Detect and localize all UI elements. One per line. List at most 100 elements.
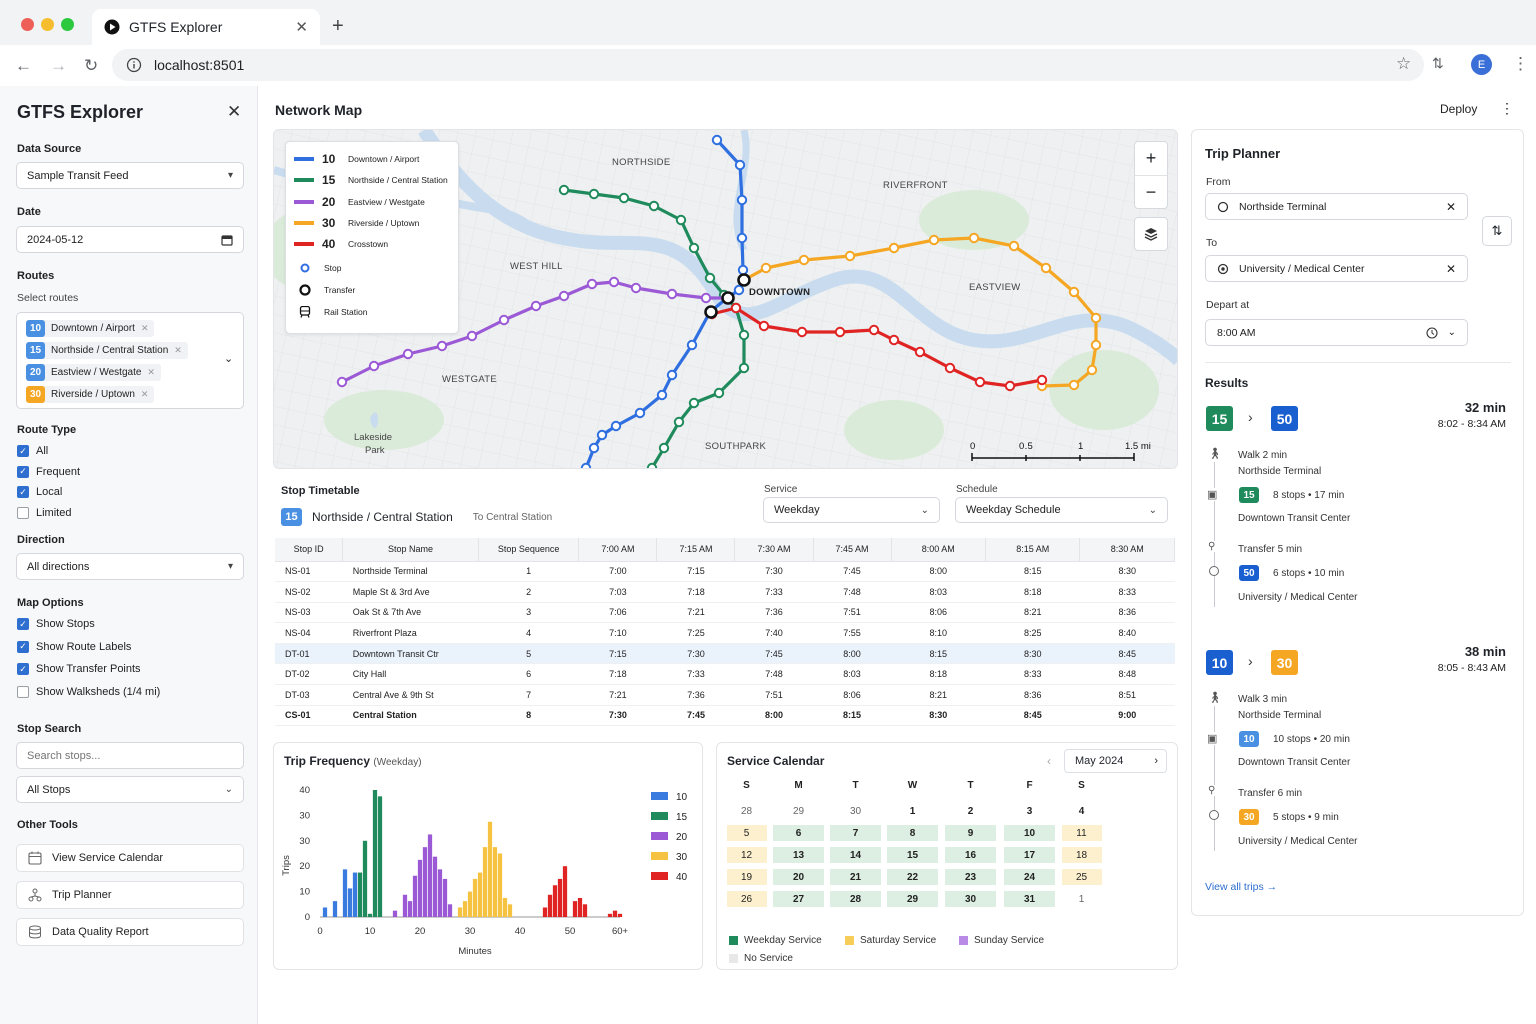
checkbox-option[interactable]: ✓ Local [17,486,62,498]
checkbox-option[interactable]: ✓ Frequent [17,465,80,478]
table-row[interactable]: NS-04 Riverfront Plaza 4 7:10 7:25 7:40 7:55 8:… [275,622,1175,644]
translate-icon[interactable]: ⇅ [1432,55,1444,71]
stop-marker[interactable] [928,234,940,246]
column-header[interactable]: Stop ID [275,538,344,562]
route-chip[interactable]: 30 Riverside / Uptown ✕ [26,386,155,403]
chevron-down-icon[interactable]: ⌄ [1447,327,1456,338]
stop-marker[interactable] [498,314,510,326]
view-service-calendar-button[interactable]: View Service Calendar [16,844,244,872]
column-header[interactable]: 8:15 AM [985,538,1081,562]
calendar-day[interactable]: 14 [830,847,881,863]
stop-marker[interactable] [1086,364,1098,376]
stop-marker[interactable] [688,397,700,409]
table-row[interactable]: DT-03 Central Ave & 9th St 7 7:21 7:36 7:51 8:… [275,684,1175,706]
layers-button[interactable] [1134,217,1168,251]
calendar-day[interactable]: 3 [1026,805,1033,817]
table-row[interactable]: DT-01 Downtown Transit Ctr 5 7:15 7:30 7:45 8:… [275,643,1175,665]
bar[interactable] [377,796,383,917]
stop-marker[interactable] [666,369,678,381]
direction-select[interactable]: All directions ▾ [16,553,244,580]
stop-marker[interactable] [1036,374,1048,386]
column-header[interactable]: 7:30 AM [734,538,814,562]
bar[interactable] [462,901,468,917]
bar[interactable] [612,910,618,917]
stop-marker[interactable] [588,442,600,454]
calendar-day[interactable]: 28 [830,891,881,907]
checkbox-option[interactable]: ✓ All [17,445,48,457]
stop-marker[interactable] [646,462,658,469]
transfer-marker[interactable] [704,305,718,319]
calendar-day[interactable]: 29 [887,891,938,907]
stop-marker[interactable] [558,184,570,196]
calendar-day[interactable]: 19 [726,869,767,885]
calendar-day[interactable]: 5 [726,825,767,841]
checkbox-empty-icon[interactable] [17,685,29,698]
bar[interactable] [607,913,613,917]
transfer-marker[interactable] [721,291,735,305]
bar[interactable] [467,891,473,917]
date-input[interactable]: 2024-05-12 [16,226,244,253]
bar[interactable] [367,913,373,917]
calendar-day[interactable]: 16 [945,847,996,863]
calendar-day[interactable]: 8 [887,825,938,841]
reload-icon[interactable]: ↻ [84,56,99,75]
calendar-day[interactable]: 9 [945,825,996,841]
stop-marker[interactable] [914,346,926,358]
bar[interactable] [547,894,553,917]
calendar-day[interactable]: 30 [849,805,862,817]
calendar-day[interactable]: 4 [1078,805,1085,817]
bar[interactable] [372,790,378,917]
stop-marker[interactable] [630,282,642,294]
route-chip[interactable]: 15 Northside / Central Station ✕ [26,342,188,359]
trip-result[interactable]: 10 › 30 38 min 8:05 - 8:43 AM 🚶︎ Walk 3 min Nor… [1192,644,1525,864]
calendar-day[interactable]: 13 [773,847,824,863]
column-header[interactable]: Stop Sequence [478,538,580,562]
route-chip[interactable]: 20 Eastview / Westgate ✕ [26,364,161,381]
stop-marker[interactable] [368,360,380,372]
column-header[interactable]: 8:30 AM [1079,538,1175,562]
calendar-day[interactable]: 29 [792,805,805,817]
checkbox-checked-icon[interactable]: ✓ [17,640,29,653]
route-chip[interactable]: 10 Downtown / Airport ✕ [26,320,155,337]
bar[interactable] [442,878,448,917]
bar[interactable] [422,847,428,917]
bar[interactable] [392,910,398,917]
calendar-day[interactable]: 18 [1061,847,1102,863]
bar[interactable] [487,821,493,917]
stop-marker[interactable] [1008,240,1020,252]
bar[interactable] [447,904,453,917]
stop-marker[interactable] [634,407,646,419]
calendar-day[interactable]: 15 [887,847,938,863]
service-select[interactable]: Weekday ⌄ [763,497,940,523]
column-header[interactable]: 7:15 AM [656,538,736,562]
calendar-day[interactable]: 2 [967,805,974,817]
calendar-day[interactable]: 24 [1004,869,1055,885]
trip-result[interactable]: 15 › 50 32 min 8:02 - 8:34 AM 🚶︎ Walk 2 min Nor… [1192,400,1525,620]
route-line[interactable] [584,138,745,468]
bar[interactable] [402,894,408,917]
bar[interactable] [562,866,568,917]
bar[interactable] [432,856,438,917]
stop-marker[interactable] [530,300,542,312]
checkbox-checked-icon[interactable]: ✓ [17,486,29,498]
bar[interactable] [347,888,353,917]
table-row[interactable]: NS-02 Maple St & 3rd Ave 2 7:03 7:18 7:33 7:48… [275,581,1175,603]
bar[interactable] [342,869,348,917]
stop-marker[interactable] [730,302,742,314]
close-sidebar-icon[interactable]: ✕ [227,102,242,121]
zoom-in-button[interactable]: + [1135,142,1167,176]
maximize-window-button[interactable] [61,18,74,31]
checkbox-empty-icon[interactable] [17,506,29,519]
checkbox-checked-icon[interactable]: ✓ [17,663,29,675]
bar[interactable] [502,897,508,917]
stop-marker[interactable] [974,376,986,388]
remove-chip-icon[interactable]: ✕ [174,345,182,355]
calendar-day[interactable]: 28 [740,805,753,817]
calendar-day[interactable]: 31 [1004,891,1055,907]
stop-marker[interactable] [738,362,750,374]
calendar-day[interactable]: 27 [773,891,824,907]
stop-marker[interactable] [834,326,846,338]
table-row[interactable]: DT-02 City Hall 6 7:18 7:33 7:48 8:03 8:18 8:33 8… [275,663,1175,686]
profile-avatar[interactable]: E [1471,54,1492,75]
bar[interactable] [572,901,578,917]
